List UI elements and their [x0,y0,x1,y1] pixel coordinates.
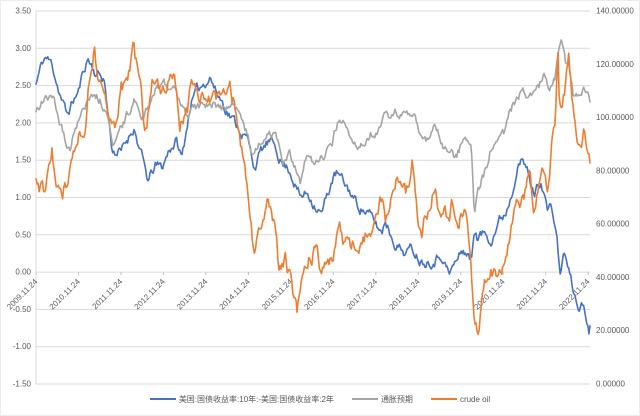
x-axis-date-label: 2019.11.24 [430,277,465,312]
right-axis-tick-label: 60.00000 [596,220,630,229]
right-axis-tick-label: 20.00000 [596,326,630,335]
legend-line-sample-orange [430,398,457,400]
x-axis-date-label: 2011.11.24 [91,277,125,311]
right-axis-tick-label: 120.00000 [596,60,634,69]
x-axis-date-label: 2012.11.24 [133,277,168,312]
right-axis-tick-label: 140.00000 [596,7,634,16]
right-axis-tick-label: 0.00000 [596,380,625,389]
legend-label-crude-oil: crude oil [459,394,491,404]
legend-line-sample-gray [351,398,378,400]
legend-item-crude-oil[interactable]: crude oil [430,394,491,404]
plot-area[interactable]: 3.50 3.00 2.50 2.00 1.50 1.00 0.50 0.00 -0.50 -1.… [1,1,640,391]
series-line-2 [35,41,591,336]
x-axis-date-label: 2018.11.24 [387,277,422,312]
x-axis-date-label: 2015.11.24 [260,277,295,312]
x-axis-date-label: 2020.11.24 [472,277,507,312]
x-axis-date-label: 2017.11.24 [345,277,380,312]
x-axis-date-label: 2010.11.24 [48,277,83,312]
x-axis-date-label: 2021.11.24 [515,277,550,312]
series-line-1 [35,39,591,213]
legend-label-treasury-spread: 美国:国债收益率:10年:-美国:国债收益率:2年 [178,394,334,404]
left-axis-tick-label: 1.00 [15,193,31,202]
left-axis-tick-label: 0.50 [15,230,31,239]
legend-label-inflation-expectation: 通胀预期 [380,394,413,404]
legend-line-sample-blue [149,398,176,400]
left-axis-tick-label: -0.50 [13,305,32,314]
chart-legend: 美国:国债收益率:10年:-美国:国债收益率:2年 通胀预期 crude oil [1,391,639,407]
right-axis-tick-label: 80.00000 [596,166,630,175]
legend-item-inflation-expectation[interactable]: 通胀预期 [351,394,413,405]
left-axis-tick-label: 0.00 [15,268,31,277]
x-axis-date-label: 2013.11.24 [175,277,210,312]
left-axis-tick-label: 2.50 [15,81,31,90]
left-axis-tick-label: 2.00 [15,118,31,127]
left-axis-tick-label: 3.50 [15,7,31,16]
left-axis-tick-label: 3.00 [15,44,31,53]
left-axis-tick-label: -1.00 [13,342,32,351]
right-axis-tick-label: 40.00000 [596,273,630,282]
right-axis-tick-label: 100.00000 [596,113,634,122]
x-axis-date-label: 2016.11.24 [302,277,337,312]
series-line-0 [35,56,591,335]
legend-item-treasury-spread[interactable]: 美国:国债收益率:10年:-美国:国债收益率:2年 [149,394,334,405]
x-axis-date-label: 2014.11.24 [218,277,253,312]
left-axis-tick-label: 1.50 [15,156,31,165]
left-axis-tick-label: -1.50 [13,380,32,389]
